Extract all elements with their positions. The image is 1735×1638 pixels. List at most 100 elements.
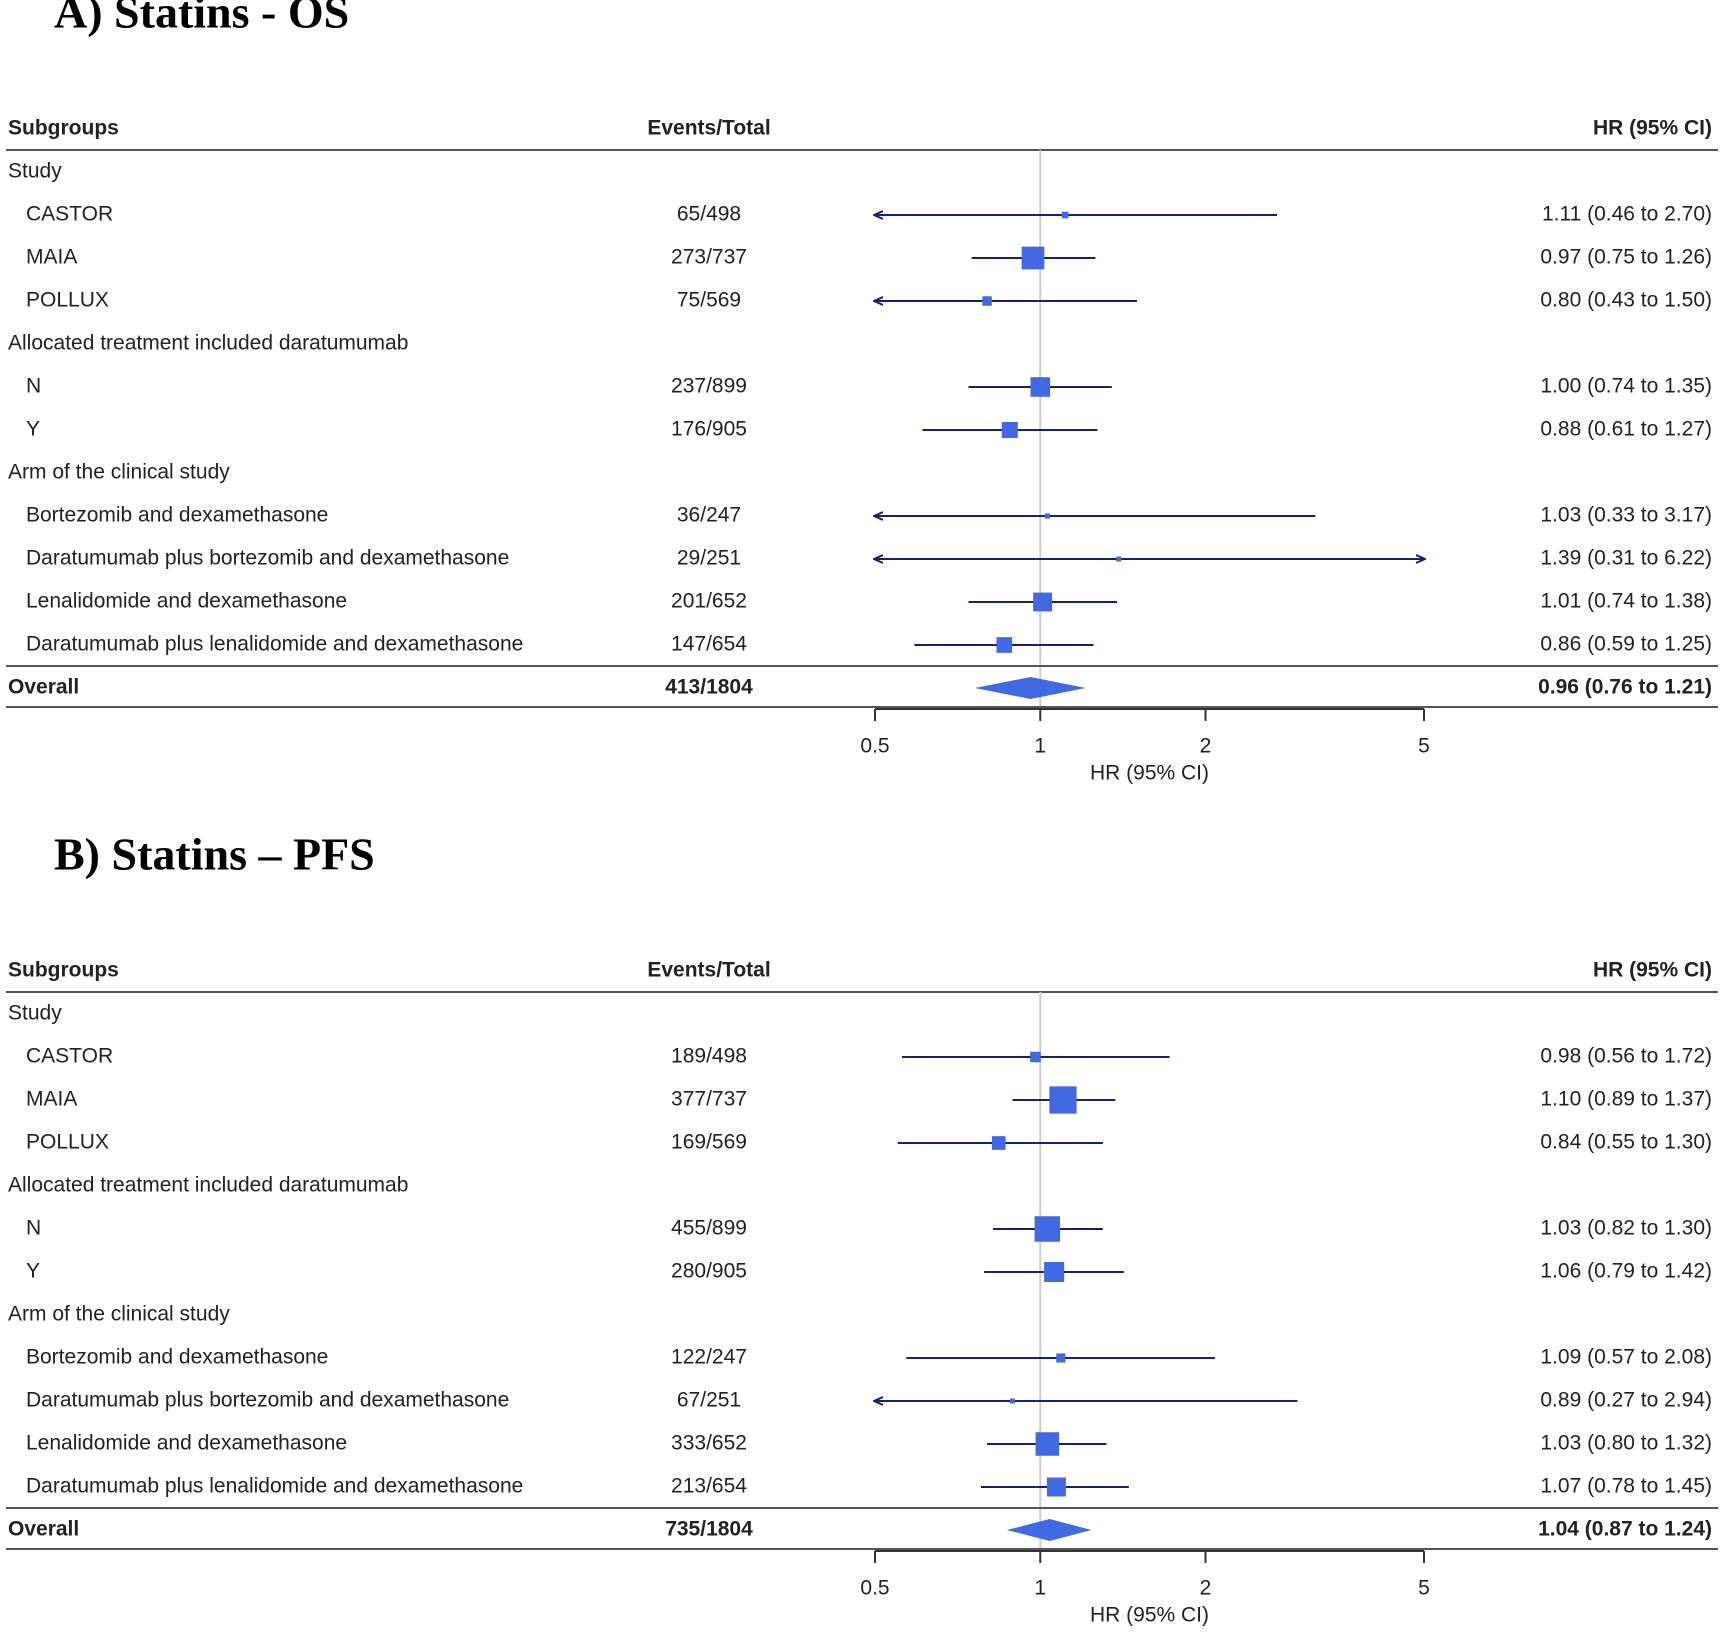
events: 455/899 [671, 1217, 747, 1240]
hr-box [1056, 1353, 1066, 1363]
hr-box [1044, 513, 1050, 519]
row-label: Bortezomib and dexamethasone [26, 1346, 328, 1369]
x-tick-label: 2 [1200, 1577, 1212, 1600]
row-label: POLLUX [26, 289, 109, 312]
row-label: Lenalidomide and dexamethasone [26, 590, 347, 613]
row-label: Daratumumab plus bortezomib and dexameth… [26, 1389, 509, 1412]
overall-diamond [1007, 1519, 1092, 1541]
row-label: Daratumumab plus bortezomib and dexameth… [26, 547, 509, 570]
row-label: Overall [8, 676, 79, 699]
hr-box [1030, 1051, 1041, 1063]
row-label: Overall [8, 1518, 79, 1541]
hr-text: 1.04 (0.87 to 1.24) [1538, 1518, 1712, 1541]
column-header: HR (95% CI) [1593, 959, 1712, 982]
hr-text: 1.09 (0.57 to 2.08) [1540, 1346, 1712, 1369]
row-label: N [26, 1217, 41, 1240]
hr-box [1061, 211, 1069, 219]
events: 377/737 [671, 1088, 747, 1111]
events: 413/1804 [665, 676, 753, 699]
events: 176/905 [671, 418, 747, 441]
x-tick-label: 2 [1200, 735, 1212, 758]
hr-text: 1.07 (0.78 to 1.45) [1540, 1475, 1712, 1498]
column-header: Events/Total [647, 959, 770, 982]
group-label: Arm of the clinical study [8, 1303, 230, 1326]
hr-text: 0.96 (0.76 to 1.21) [1538, 676, 1712, 699]
group-label: Allocated treatment included daratumumab [8, 1174, 408, 1197]
hr-text: 1.03 (0.82 to 1.30) [1540, 1217, 1712, 1240]
hr-box [1046, 1477, 1066, 1497]
row-label: Y [26, 1260, 40, 1283]
events: 280/905 [671, 1260, 747, 1283]
x-tick-label: 1 [1034, 1577, 1046, 1600]
group-label: Arm of the clinical study [8, 461, 230, 484]
events: 29/251 [677, 547, 741, 570]
hr-box [1030, 377, 1051, 397]
events: 237/899 [671, 375, 747, 398]
x-axis-label: HR (95% CI) [1090, 1604, 1209, 1627]
hr-text: 0.97 (0.75 to 1.26) [1540, 246, 1712, 269]
group-label: Study [8, 160, 62, 183]
overall-diamond [974, 677, 1086, 699]
events: 65/498 [677, 203, 741, 226]
hr-box [1044, 1261, 1065, 1283]
hr-text: 1.11 (0.46 to 2.70) [1542, 203, 1712, 226]
events: 735/1804 [665, 1518, 753, 1541]
hr-text: 0.84 (0.55 to 1.30) [1540, 1131, 1712, 1154]
hr-text: 0.88 (0.61 to 1.27) [1540, 418, 1712, 441]
x-tick-label: 5 [1418, 735, 1430, 758]
hr-box [1049, 1086, 1077, 1114]
column-header: Subgroups [8, 117, 119, 140]
events: 213/654 [671, 1475, 747, 1498]
hr-text: 1.01 (0.74 to 1.38) [1540, 590, 1712, 613]
hr-box [991, 1136, 1006, 1150]
x-tick-label: 5 [1418, 1577, 1430, 1600]
row-label: Daratumumab plus lenalidomide and dexame… [26, 633, 523, 656]
events: 147/654 [671, 633, 747, 656]
events: 201/652 [671, 590, 747, 613]
hr-text: 1.03 (0.80 to 1.32) [1540, 1432, 1712, 1455]
column-header: Events/Total [647, 117, 770, 140]
hr-text: 1.06 (0.79 to 1.42) [1540, 1260, 1712, 1283]
row-label: Daratumumab plus lenalidomide and dexame… [26, 1475, 523, 1498]
row-label: Bortezomib and dexamethasone [26, 504, 328, 527]
hr-box [1116, 556, 1122, 562]
hr-box [1035, 1432, 1060, 1456]
events: 67/251 [677, 1389, 741, 1412]
row-label: N [26, 375, 41, 398]
hr-text: 1.10 (0.89 to 1.37) [1540, 1088, 1712, 1111]
events: 333/652 [671, 1432, 747, 1455]
group-label: Study [8, 1002, 62, 1025]
hr-text: 1.00 (0.74 to 1.35) [1540, 375, 1712, 398]
events: 36/247 [677, 504, 741, 527]
hr-box [982, 296, 992, 306]
hr-box [1001, 421, 1018, 439]
hr-text: 0.98 (0.56 to 1.72) [1540, 1045, 1712, 1068]
hr-box [1034, 1216, 1061, 1242]
events: 122/247 [671, 1346, 747, 1369]
panel-title: A) Statins - OS [54, 0, 349, 38]
x-tick-label: 0.5 [860, 735, 889, 758]
group-label: Allocated treatment included daratumumab [8, 332, 408, 355]
x-axis-label: HR (95% CI) [1090, 762, 1209, 785]
row-label: Lenalidomide and dexamethasone [26, 1432, 347, 1455]
x-tick-label: 0.5 [860, 1577, 889, 1600]
events: 273/737 [671, 246, 747, 269]
events: 189/498 [671, 1045, 747, 1068]
hr-text: 1.39 (0.31 to 6.22) [1540, 547, 1712, 570]
events: 169/569 [671, 1131, 747, 1154]
x-tick-label: 1 [1034, 735, 1046, 758]
hr-text: 0.80 (0.43 to 1.50) [1540, 289, 1712, 312]
hr-text: 1.03 (0.33 to 3.17) [1540, 504, 1712, 527]
hr-text: 0.89 (0.27 to 2.94) [1540, 1389, 1712, 1412]
hr-text: 0.86 (0.59 to 1.25) [1540, 633, 1712, 656]
row-label: CASTOR [26, 203, 113, 226]
events: 75/569 [677, 289, 741, 312]
row-label: CASTOR [26, 1045, 113, 1068]
hr-box [996, 637, 1013, 653]
row-label: Y [26, 418, 40, 441]
hr-box [1021, 246, 1045, 270]
panel-title: B) Statins – PFS [54, 829, 375, 880]
column-header: Subgroups [8, 959, 119, 982]
hr-box [1009, 1398, 1015, 1404]
